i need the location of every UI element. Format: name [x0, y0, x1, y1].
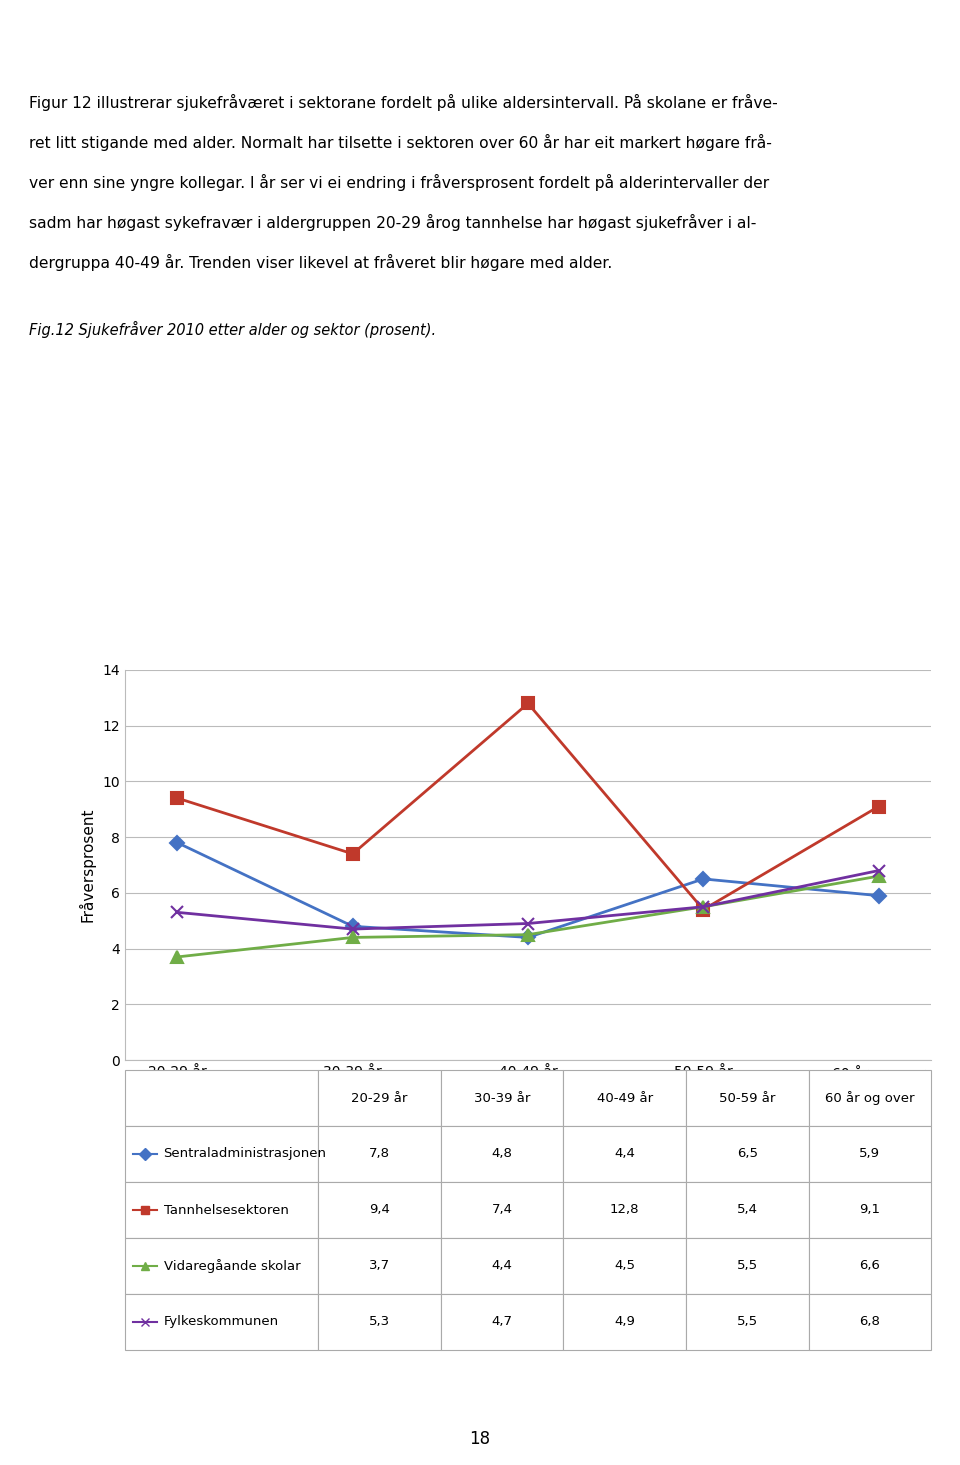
- Text: Fig.12 Sjukefråver 2010 etter alder og sektor (prosent).: Fig.12 Sjukefråver 2010 etter alder og s…: [29, 321, 436, 338]
- Bar: [808, 1127, 931, 1182]
- Text: Vidaregåande skolar: Vidaregåande skolar: [163, 1258, 300, 1273]
- Text: Fylkeskommunen: Fylkeskommunen: [163, 1316, 278, 1329]
- Text: 5,3: 5,3: [369, 1316, 390, 1329]
- Bar: [808, 1294, 931, 1351]
- Bar: [125, 1127, 319, 1182]
- Text: 3,7: 3,7: [369, 1260, 390, 1273]
- Text: Tannhelsesektoren: Tannhelsesektoren: [163, 1204, 288, 1216]
- Bar: [319, 1238, 441, 1294]
- Text: ret litt stigande med alder. Normalt har tilsette i sektoren over 60 år har eit : ret litt stigande med alder. Normalt har…: [29, 133, 772, 151]
- Text: 7,8: 7,8: [370, 1147, 390, 1160]
- Text: 6,5: 6,5: [737, 1147, 757, 1160]
- Bar: [564, 1127, 686, 1182]
- Text: Figur 12 illustrerar sjukefråværet i sektorane fordelt på ulike aldersintervall.: Figur 12 illustrerar sjukefråværet i sek…: [29, 94, 778, 110]
- Text: ver enn sine yngre kollegar. I år ser vi ei endring i fråversprosent fordelt på : ver enn sine yngre kollegar. I år ser vi…: [29, 173, 769, 190]
- Bar: [564, 1294, 686, 1351]
- Text: 7,4: 7,4: [492, 1204, 513, 1216]
- Text: Sjukefråveret etter alder: Sjukefråveret etter alder: [17, 12, 389, 41]
- Bar: [686, 1294, 808, 1351]
- Bar: [808, 1238, 931, 1294]
- Text: 5,4: 5,4: [737, 1204, 757, 1216]
- Text: 5,5: 5,5: [736, 1260, 757, 1273]
- Text: 6,8: 6,8: [859, 1316, 880, 1329]
- Bar: [125, 1069, 319, 1127]
- Bar: [808, 1069, 931, 1127]
- Y-axis label: Fråversprosent: Fråversprosent: [79, 807, 95, 923]
- Text: 20-29 år: 20-29 år: [351, 1091, 408, 1105]
- Text: Sentraladministrasjonen: Sentraladministrasjonen: [163, 1147, 326, 1160]
- Bar: [319, 1069, 441, 1127]
- Bar: [564, 1238, 686, 1294]
- Text: 9,4: 9,4: [370, 1204, 390, 1216]
- Bar: [125, 1238, 319, 1294]
- Bar: [319, 1294, 441, 1351]
- Bar: [441, 1238, 564, 1294]
- Text: 4,7: 4,7: [492, 1316, 513, 1329]
- Bar: [686, 1182, 808, 1238]
- Text: 30-39 år: 30-39 år: [474, 1091, 530, 1105]
- Bar: [125, 1294, 319, 1351]
- Text: 5,9: 5,9: [859, 1147, 880, 1160]
- Bar: [564, 1182, 686, 1238]
- Text: 5,5: 5,5: [736, 1316, 757, 1329]
- Bar: [125, 1182, 319, 1238]
- Text: dergruppa 40-49 år. Trenden viser likevel at fråveret blir høgare med alder.: dergruppa 40-49 år. Trenden viser likeve…: [29, 253, 612, 271]
- Text: 4,9: 4,9: [614, 1316, 636, 1329]
- Bar: [686, 1238, 808, 1294]
- Bar: [686, 1069, 808, 1127]
- Bar: [441, 1294, 564, 1351]
- Text: 50-59 år: 50-59 år: [719, 1091, 776, 1105]
- Bar: [441, 1069, 564, 1127]
- Text: 4,8: 4,8: [492, 1147, 513, 1160]
- Bar: [564, 1069, 686, 1127]
- Text: 6,6: 6,6: [859, 1260, 880, 1273]
- Text: 4,4: 4,4: [614, 1147, 636, 1160]
- Text: 9,1: 9,1: [859, 1204, 880, 1216]
- Text: 4,5: 4,5: [614, 1260, 636, 1273]
- Bar: [808, 1182, 931, 1238]
- Bar: [441, 1127, 564, 1182]
- Text: 12,8: 12,8: [610, 1204, 639, 1216]
- Text: 40-49 år: 40-49 år: [597, 1091, 653, 1105]
- Text: 60 år og over: 60 år og over: [826, 1091, 915, 1105]
- Bar: [319, 1127, 441, 1182]
- Text: 4,4: 4,4: [492, 1260, 513, 1273]
- Text: sadm har høgast sykefravær i aldergruppen 20-29 årog tannhelse har høgast sjukef: sadm har høgast sykefravær i aldergruppe…: [29, 214, 756, 230]
- Text: 18: 18: [469, 1430, 491, 1449]
- Bar: [319, 1182, 441, 1238]
- Bar: [686, 1127, 808, 1182]
- Bar: [441, 1182, 564, 1238]
